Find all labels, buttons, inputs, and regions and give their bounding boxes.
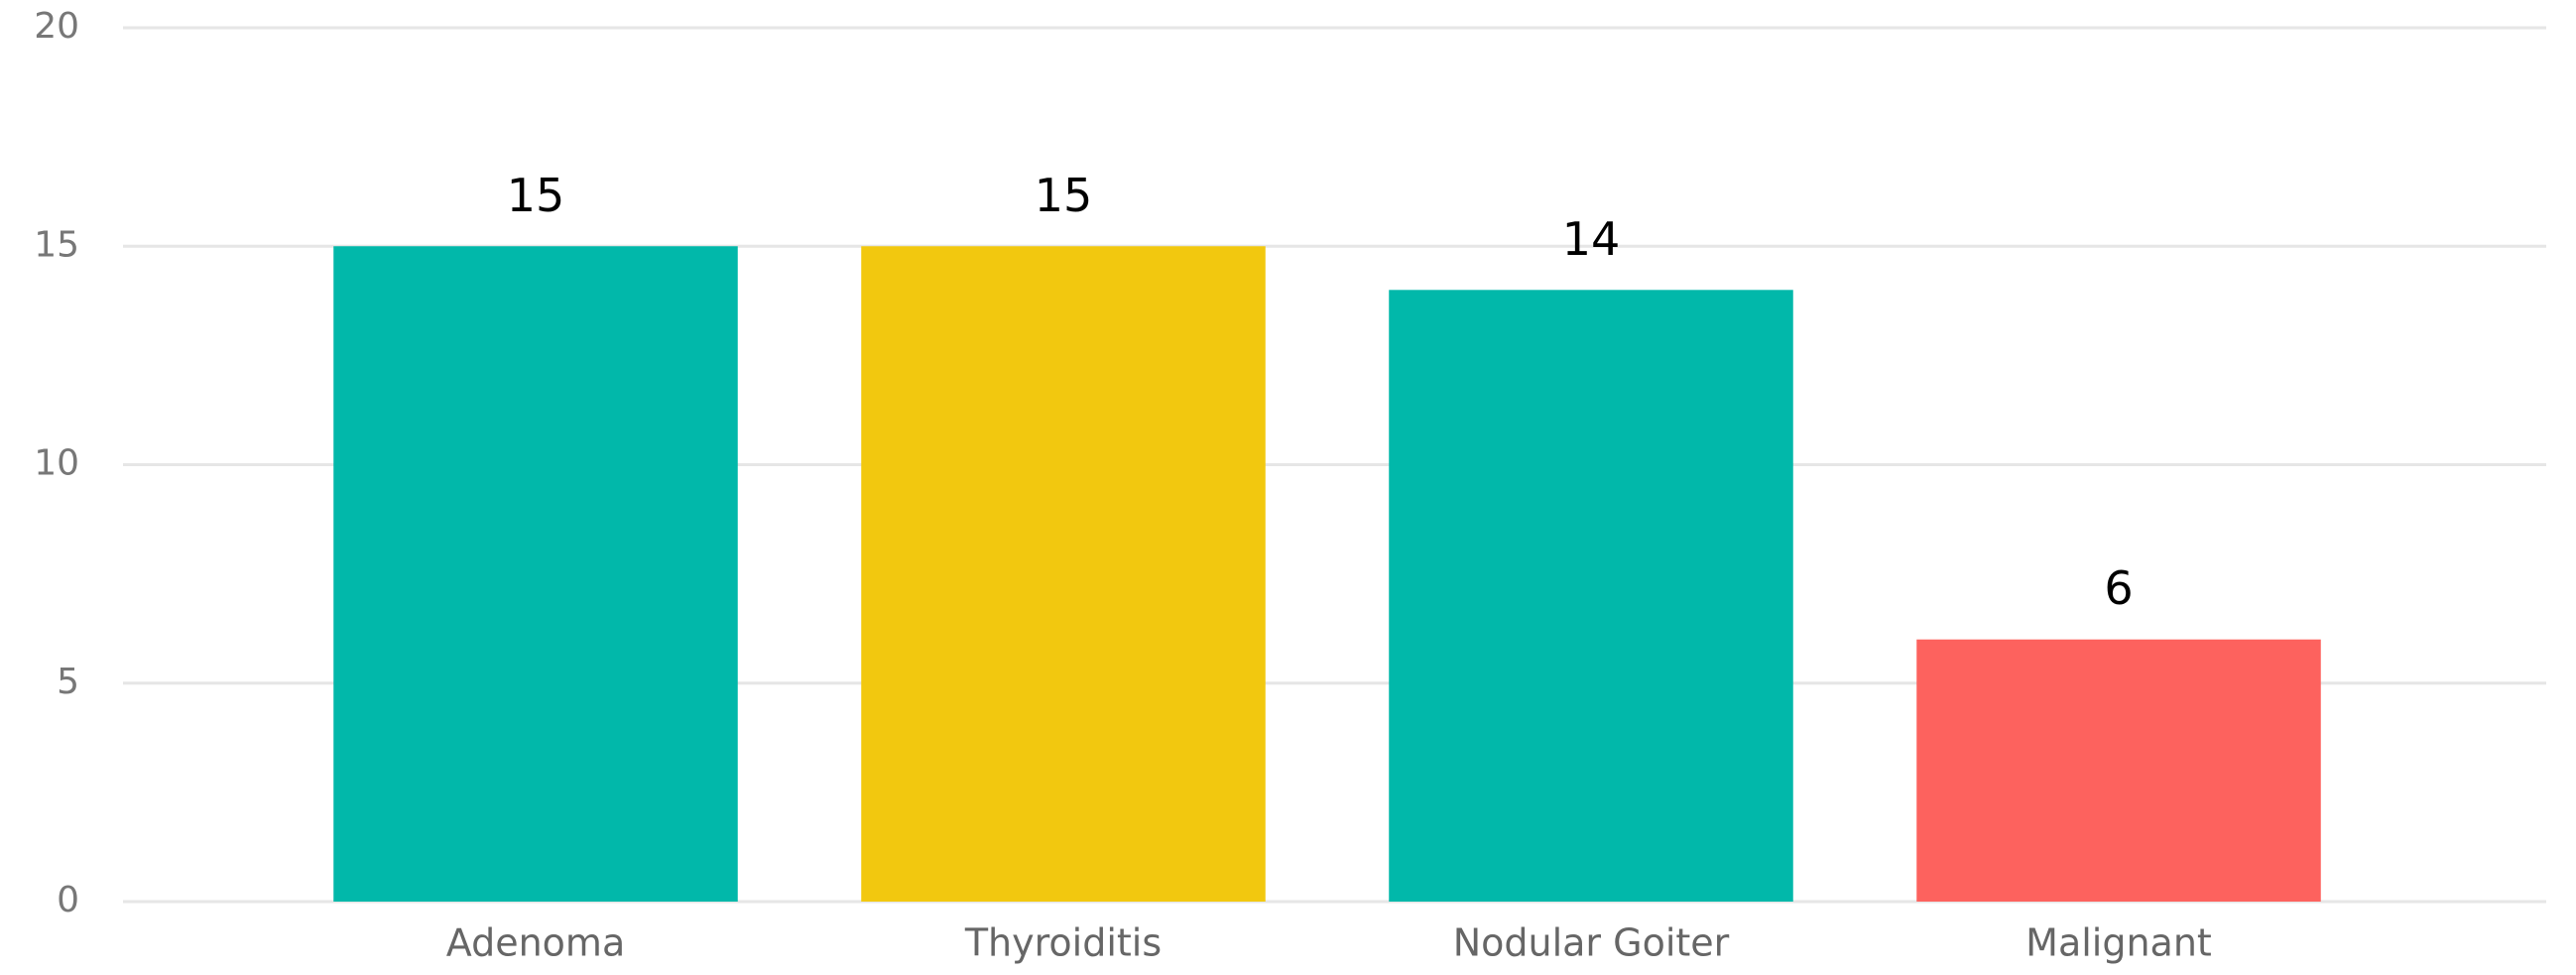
data-label: 15	[507, 169, 565, 222]
data-label: 15	[1035, 169, 1093, 222]
x-tick-label: Adenoma	[446, 921, 625, 965]
y-tick-label: 10	[34, 443, 79, 484]
bar	[1916, 639, 2321, 902]
y-tick-label: 0	[57, 880, 79, 920]
x-tick-label: Nodular Goiter	[1453, 921, 1730, 965]
y-tick-label: 5	[57, 662, 79, 702]
data-label: 6	[2104, 561, 2133, 615]
y-tick-label: 15	[34, 224, 79, 265]
x-tick-label: Malignant	[2025, 921, 2212, 965]
data-label: 14	[1562, 212, 1621, 266]
x-tick-label: Thyroiditis	[964, 921, 1162, 965]
bar	[333, 246, 738, 902]
bar	[1389, 290, 1793, 902]
bar	[861, 246, 1266, 902]
y-tick-label: 20	[34, 6, 79, 47]
